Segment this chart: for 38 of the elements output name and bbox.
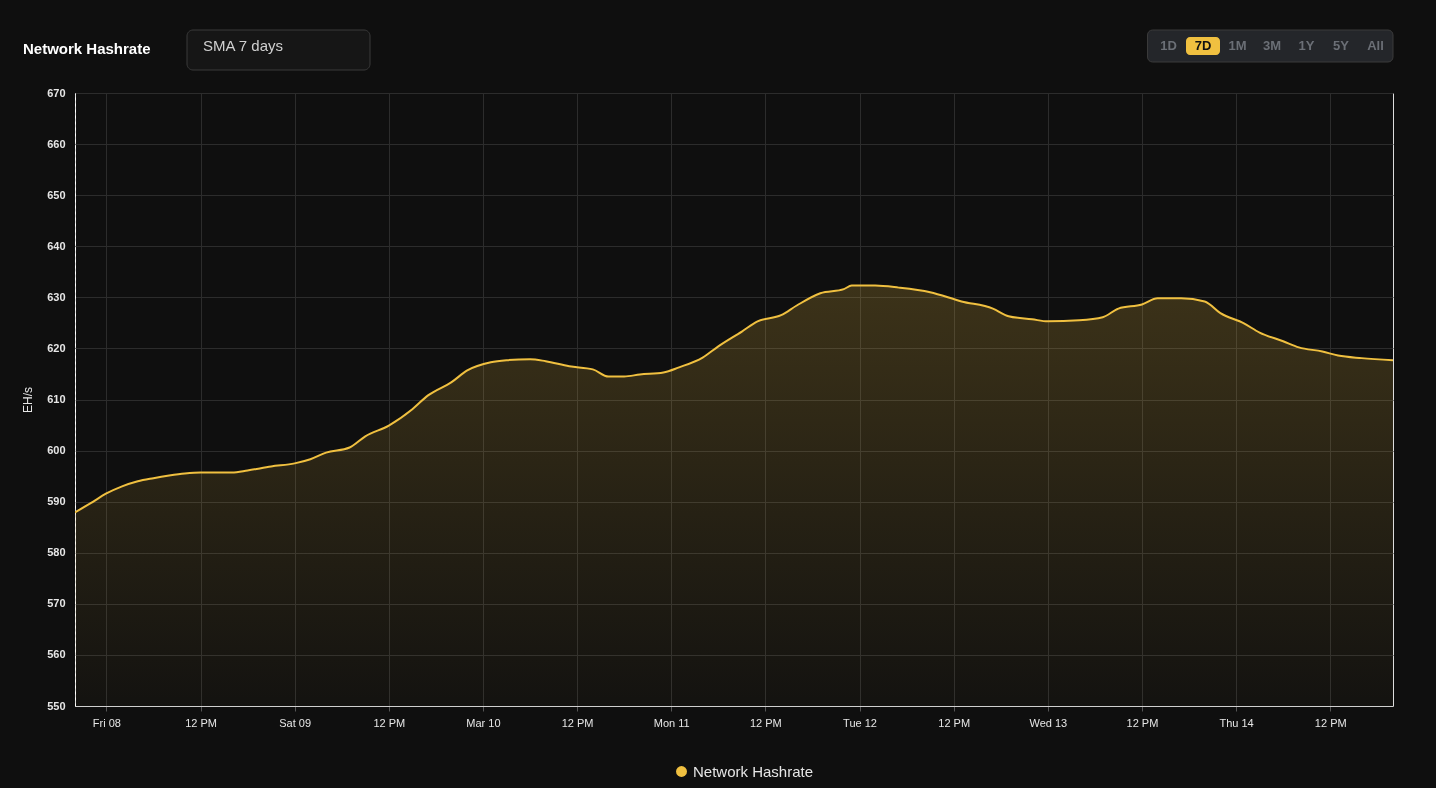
text: 5Y (1333, 38, 1350, 53)
x-tick-label: 12 PM (373, 716, 406, 729)
x-tick-label: 12 PM (185, 716, 217, 729)
x-tick-label: Mon 11 (653, 716, 690, 729)
chart-title: Network Hashrate (23, 40, 151, 57)
y-tick-label: 670 (47, 86, 66, 99)
y-tick-label: 620 (47, 341, 66, 354)
y-tick-label: 570 (47, 597, 66, 610)
text: 1M (1228, 38, 1247, 53)
y-tick-label: 560 (47, 648, 66, 661)
x-tick-label: Sat 09 (279, 716, 312, 729)
text: 7D (1194, 38, 1212, 53)
text: All (1367, 38, 1384, 53)
x-tick-label: Thu 14 (1219, 716, 1254, 729)
x-tick-label: 12 PM (1126, 716, 1159, 729)
y-tick-label: 590 (47, 495, 66, 508)
x-tick-label: 12 PM (938, 716, 971, 729)
x-tick-label: Fri 08 (92, 716, 121, 729)
y-tick-label: 630 (47, 290, 66, 303)
text: 1D (1160, 38, 1177, 53)
y-tick-label: 550 (47, 699, 66, 712)
x-tick-label: Mar 10 (466, 716, 501, 729)
legend-label: Network Hashrate (693, 762, 814, 780)
x-tick-label: 12 PM (561, 716, 594, 729)
x-tick-label: Tue 12 (843, 716, 877, 729)
text: 1Y (1298, 38, 1315, 53)
y-axis-title: EH/s (21, 386, 36, 414)
x-tick-label: Wed 13 (1029, 716, 1068, 729)
x-tick-label: 12 PM (1314, 716, 1347, 729)
x-tick-label: 12 PM (749, 716, 782, 729)
text: SMA 7 days (203, 37, 284, 54)
text: 3M (1262, 38, 1282, 53)
y-tick-label: 580 (47, 546, 66, 559)
y-tick-label: 610 (47, 393, 66, 405)
y-tick-label: 600 (47, 444, 66, 457)
y-tick-label: 660 (47, 137, 66, 150)
y-tick-label: 640 (47, 239, 66, 252)
y-tick-label: 650 (47, 188, 66, 201)
